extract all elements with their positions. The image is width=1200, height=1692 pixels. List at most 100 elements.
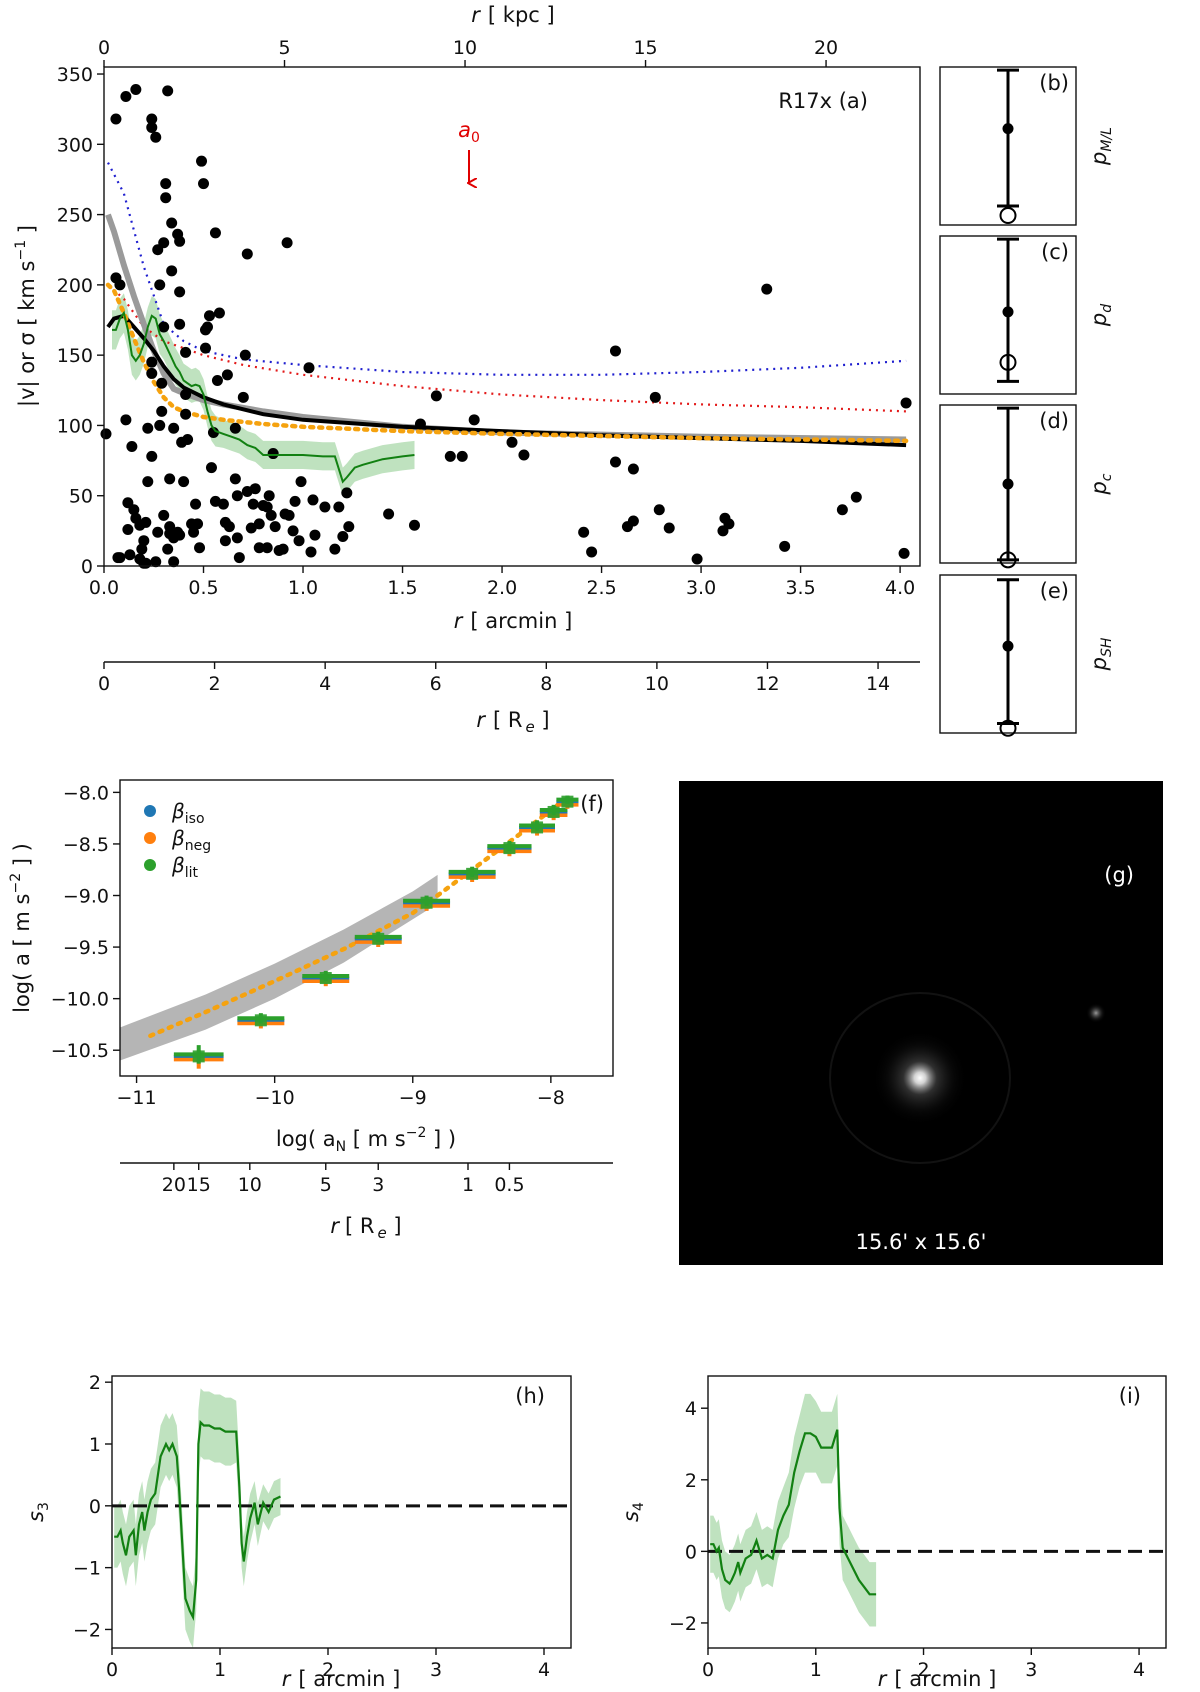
orange-dotted-relation xyxy=(148,793,574,1039)
parameter-panel-sh: (e) pSH xyxy=(939,574,1115,737)
a0-marker: a0 xyxy=(458,118,480,183)
data-point xyxy=(152,526,164,538)
data-point xyxy=(247,498,259,510)
data-point xyxy=(253,518,265,530)
beta-lit-marker xyxy=(531,821,544,834)
re-tick-label: 12 xyxy=(755,673,779,695)
data-point xyxy=(383,508,395,520)
panel-h-label: (h) xyxy=(515,1384,545,1408)
data-point xyxy=(231,490,243,502)
data-point xyxy=(114,552,126,564)
panel-a-frame xyxy=(103,66,921,567)
binned-point xyxy=(354,931,402,947)
data-point xyxy=(156,405,168,417)
re-tick-label: 14 xyxy=(866,673,890,695)
x-tick-label: 0 xyxy=(106,1659,118,1681)
y-tick-label: 2 xyxy=(89,1372,101,1394)
data-point xyxy=(180,389,192,401)
x-tick-label: 3.0 xyxy=(686,577,716,599)
re-tick-label: 10 xyxy=(238,1174,262,1196)
data-point xyxy=(154,279,166,291)
data-point xyxy=(156,377,168,389)
faint-halo-ring xyxy=(829,992,1011,1164)
data-point xyxy=(130,83,142,95)
data-point xyxy=(333,501,345,513)
kpc-tick-label: 0 xyxy=(98,37,110,59)
y-tick-label: −10.5 xyxy=(51,1040,109,1062)
companion-source xyxy=(1086,1003,1106,1023)
data-point xyxy=(192,518,204,530)
data-point xyxy=(178,476,190,488)
data-point xyxy=(261,542,273,554)
median-marker xyxy=(1002,478,1014,490)
y-tick-label: 200 xyxy=(57,275,93,297)
data-point xyxy=(166,217,178,229)
y-tick-label: −9.5 xyxy=(63,937,109,959)
dispersion-profile-line xyxy=(112,310,415,484)
data-point xyxy=(162,85,174,97)
x-tick-label: 1.0 xyxy=(288,577,318,599)
panel-label: (e) xyxy=(1040,579,1069,603)
data-point xyxy=(269,521,281,533)
x-tick-label: 4 xyxy=(538,1659,550,1681)
re-tick-label: 0.5 xyxy=(494,1174,524,1196)
x-tick-label: 1 xyxy=(810,1659,822,1681)
y-tick-label: 100 xyxy=(57,415,93,437)
data-point xyxy=(723,518,735,530)
data-point xyxy=(200,342,212,354)
data-point xyxy=(196,155,208,167)
y-tick-label: 300 xyxy=(57,134,93,156)
x-tick-label: 2 xyxy=(917,1659,929,1681)
data-point xyxy=(213,307,225,319)
median-marker xyxy=(1002,123,1014,135)
data-point xyxy=(518,449,530,461)
blue-dotted-model-curve xyxy=(107,162,907,376)
beta-lit-marker xyxy=(561,795,574,808)
data-point xyxy=(126,441,138,453)
data-point xyxy=(283,509,295,521)
beta-lit-marker xyxy=(319,972,332,985)
data-point xyxy=(305,546,317,558)
data-point xyxy=(609,456,621,468)
re-tick-label: 0 xyxy=(98,673,110,695)
data-point xyxy=(506,436,518,448)
x-tick-label: −11 xyxy=(117,1087,157,1109)
panel-f-label: (f) xyxy=(580,792,604,816)
data-point xyxy=(174,318,186,330)
beta-lit-marker xyxy=(420,896,433,909)
y-axis-ticks: 0 50 100 150 200 250 300 350 xyxy=(57,64,104,578)
data-point xyxy=(337,530,349,542)
data-point xyxy=(237,391,249,403)
parameter-panel-c: (d) pc xyxy=(939,404,1115,569)
binned-point xyxy=(556,795,579,809)
re-tick-label: 2 xyxy=(209,673,221,695)
x-axis-ticks: −11 −10 −9 −8 xyxy=(117,1076,565,1109)
kpc-tick-label: 15 xyxy=(633,37,657,59)
data-point xyxy=(174,235,186,247)
legend-marker xyxy=(144,859,156,871)
y-tick-label: −9.0 xyxy=(63,886,109,908)
data-point xyxy=(578,526,590,538)
gray-relation-band xyxy=(120,874,438,1061)
binned-point xyxy=(519,820,555,836)
data-point xyxy=(140,516,152,528)
x-axis-ticks: 0.0 0.5 1.0 1.5 2.0 2.5 3.0 3.5 4.0 xyxy=(89,566,915,599)
x-axis-label-arcmin: r[ arcmin ] xyxy=(454,609,573,633)
kpc-tick-label: 20 xyxy=(814,37,838,59)
panel-label: (d) xyxy=(1039,409,1069,433)
data-point xyxy=(120,414,132,426)
data-point xyxy=(142,476,154,488)
re-tick-label: 5 xyxy=(320,1174,332,1196)
x-tick-label: −10 xyxy=(255,1087,295,1109)
parameter-axis-label: pd xyxy=(1087,304,1115,327)
data-point xyxy=(289,495,301,507)
data-point xyxy=(146,356,158,368)
data-point xyxy=(164,473,176,485)
red-dotted-model-curve xyxy=(107,284,907,413)
data-point xyxy=(900,397,912,409)
y-axis-ticks: −8.0 −8.5 −9.0 −9.5 −10.0 −10.5 xyxy=(51,782,120,1062)
panel-i-frame xyxy=(707,1375,1167,1649)
reference-open-marker xyxy=(999,551,1017,569)
